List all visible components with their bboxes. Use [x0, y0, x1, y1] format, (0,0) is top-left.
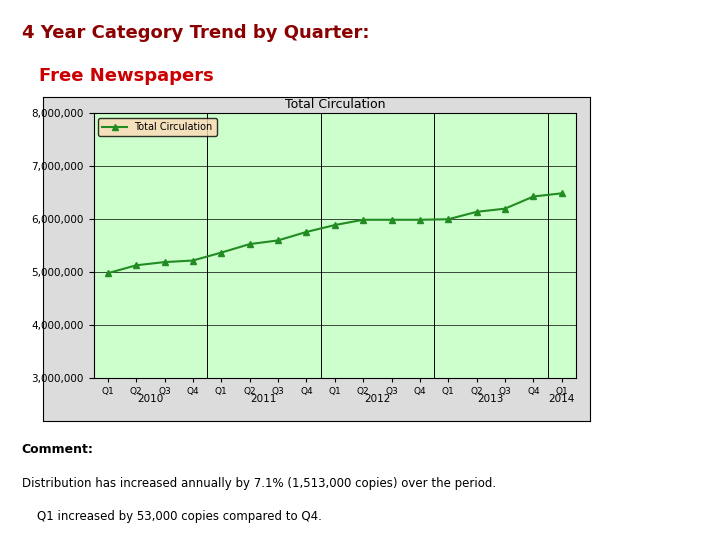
Legend: Total Circulation: Total Circulation [99, 118, 217, 136]
Text: 4 Year Category Trend by Quarter:: 4 Year Category Trend by Quarter: [22, 24, 369, 42]
Text: 2014: 2014 [549, 394, 575, 404]
Text: Free Newspapers: Free Newspapers [40, 67, 215, 85]
Text: Comment:: Comment: [22, 443, 94, 456]
Title: Total Circulation: Total Circulation [284, 98, 385, 111]
Text: 2013: 2013 [477, 394, 504, 404]
Text: Q1 increased by 53,000 copies compared to Q4.: Q1 increased by 53,000 copies compared t… [22, 510, 321, 523]
Text: 2012: 2012 [364, 394, 390, 404]
Text: 2010: 2010 [138, 394, 163, 404]
Text: Distribution has increased annually by 7.1% (1,513,000 copies) over the period.: Distribution has increased annually by 7… [22, 477, 496, 490]
Text: 2011: 2011 [251, 394, 277, 404]
